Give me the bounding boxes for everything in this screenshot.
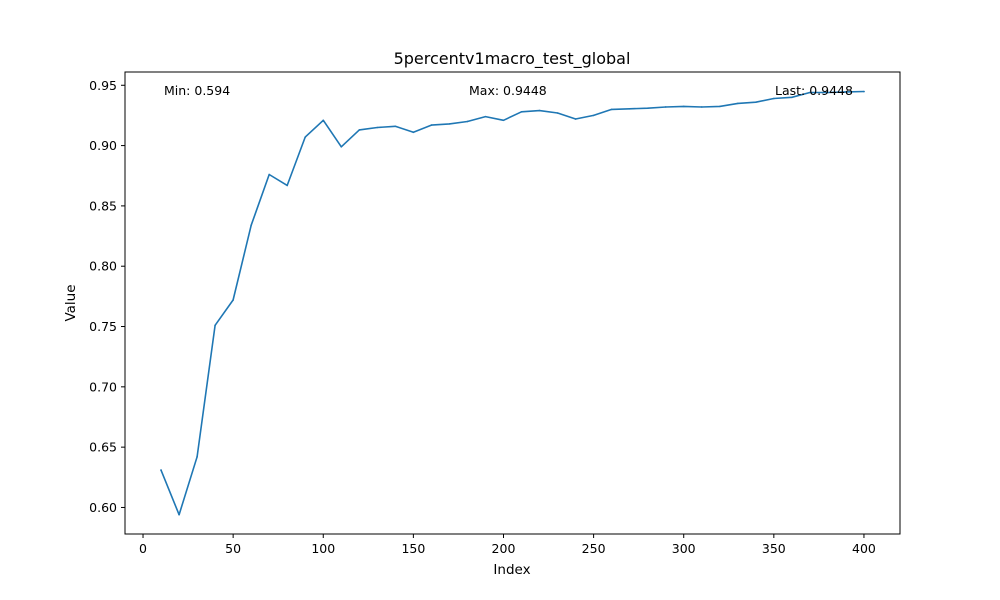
data-point [214,324,216,327]
data-point [791,96,793,99]
y-tick-label: 0.95 [89,78,117,93]
x-tick-label: 0 [139,541,147,556]
y-tick-label: 0.85 [89,198,117,213]
y-tick-label: 0.75 [89,319,117,334]
data-point [736,102,739,105]
data-point [430,124,433,126]
data-point [394,125,397,128]
data-point [340,145,343,148]
chart-title: 5percentv1macro_test_global [394,49,631,69]
data-point [286,184,289,187]
data-point [827,91,829,94]
data-point [232,299,234,301]
y-tick-label: 0.60 [89,500,117,515]
data-point [664,106,667,108]
y-tick-label: 0.80 [89,259,117,274]
data-point [412,131,415,134]
data-point [358,129,361,131]
last-annotation: Last: 0.9448 [775,83,853,98]
data-point [160,469,162,471]
series-points [160,90,865,516]
data-point [484,115,487,118]
data-point [755,101,757,103]
data-point [556,112,559,114]
x-tick-label: 150 [401,541,425,556]
data-point [538,109,541,112]
data-point [268,173,270,176]
series-line [160,90,865,516]
data-point [682,105,685,108]
x-tick-label: 200 [492,541,516,556]
plot-frame [124,71,901,535]
data-point [646,107,649,109]
x-tick-label: 50 [225,541,241,556]
x-axis: 0 50 100 150 200 250 300 350 400 [139,534,876,556]
data-point [322,119,325,122]
data-point [628,107,631,110]
y-tick-label: 0.70 [89,379,117,394]
data-point [178,513,180,516]
data-point [845,91,847,93]
max-annotation: Max: 0.9448 [469,83,547,98]
y-axis: 0.60 0.65 0.70 0.75 0.80 0.85 0.90 0.95 [89,78,125,515]
x-tick-label: 250 [582,541,606,556]
data-point [863,90,865,93]
data-point [376,126,379,129]
data-point [574,118,577,120]
data-point [718,105,721,108]
x-axis-label: Index [493,562,530,578]
data-point [250,224,252,226]
data-point [700,106,703,108]
data-point [592,114,595,117]
x-tick-label: 100 [311,541,335,556]
y-tick-label: 0.65 [89,440,117,455]
data-point [466,120,469,123]
data-point [520,111,523,113]
x-tick-label: 350 [762,541,786,556]
data-point [448,123,451,125]
data-point [304,136,307,138]
min-annotation: Min: 0.594 [164,83,230,98]
data-point [773,97,775,100]
plot-area: 0 50 100 150 200 250 300 350 400 0.60 0.65 0.70 0.7… [89,71,901,556]
x-tick-label: 400 [852,541,876,556]
x-tick-label: 300 [672,541,696,556]
data-point [502,119,505,122]
data-point [610,108,613,111]
data-point [809,91,811,94]
y-axis-label: Value [63,284,79,321]
data-point [196,455,198,458]
y-tick-label: 0.90 [89,138,117,153]
